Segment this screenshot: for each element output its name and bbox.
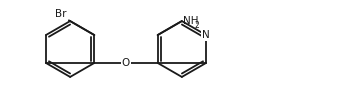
Text: Br: Br: [55, 9, 67, 19]
Text: NH: NH: [183, 16, 199, 26]
Text: N: N: [202, 30, 210, 40]
Text: O: O: [122, 58, 130, 68]
Text: 2: 2: [195, 21, 200, 29]
